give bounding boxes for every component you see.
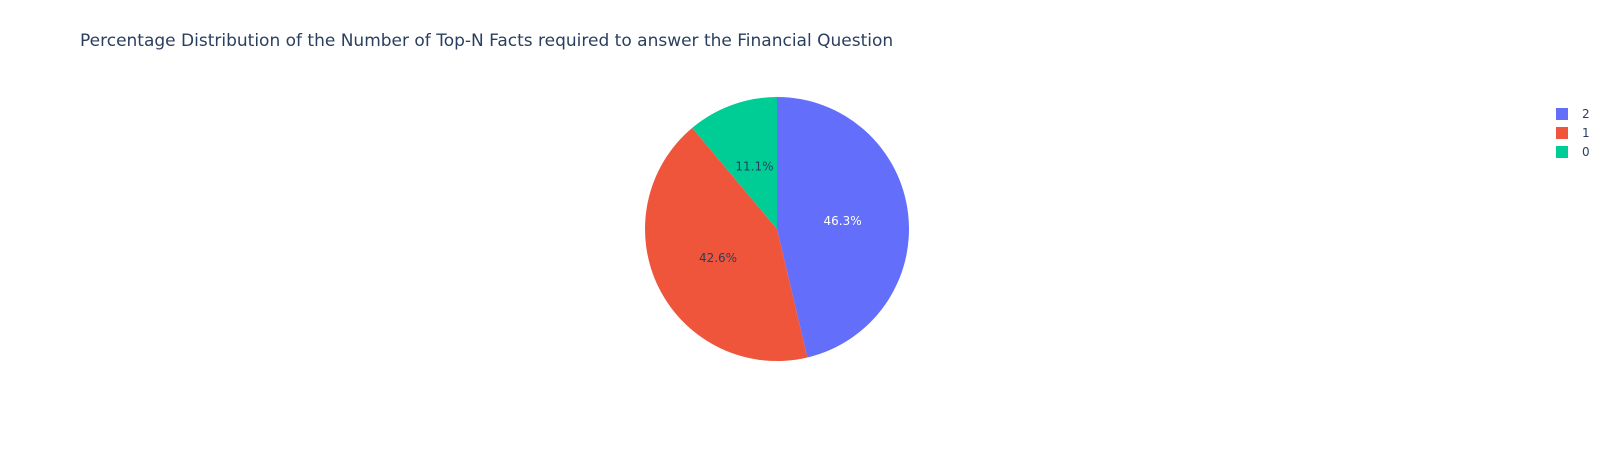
legend-label: 0 xyxy=(1582,144,1590,159)
pie-slice-0[interactable] xyxy=(692,97,777,229)
legend-swatch xyxy=(1556,107,1568,120)
legend-label: 2 xyxy=(1582,106,1590,121)
slice-label-1: 42.6% xyxy=(699,251,737,265)
legend-item-1[interactable]: 1 xyxy=(1556,123,1590,142)
slice-label-2: 46.3% xyxy=(823,214,861,228)
slice-label-0: 11.1% xyxy=(735,159,773,173)
legend-label: 1 xyxy=(1582,125,1590,140)
pie-slice-2[interactable] xyxy=(777,97,909,358)
chart-title: Percentage Distribution of the Number of… xyxy=(80,31,894,51)
legend-item-0[interactable]: 0 xyxy=(1556,142,1590,161)
legend-swatch xyxy=(1556,126,1568,139)
pie-slice-1[interactable] xyxy=(645,127,808,361)
legend-item-2[interactable]: 2 xyxy=(1556,104,1590,123)
legend: 2 1 0 xyxy=(1556,104,1590,161)
legend-swatch xyxy=(1556,145,1568,158)
